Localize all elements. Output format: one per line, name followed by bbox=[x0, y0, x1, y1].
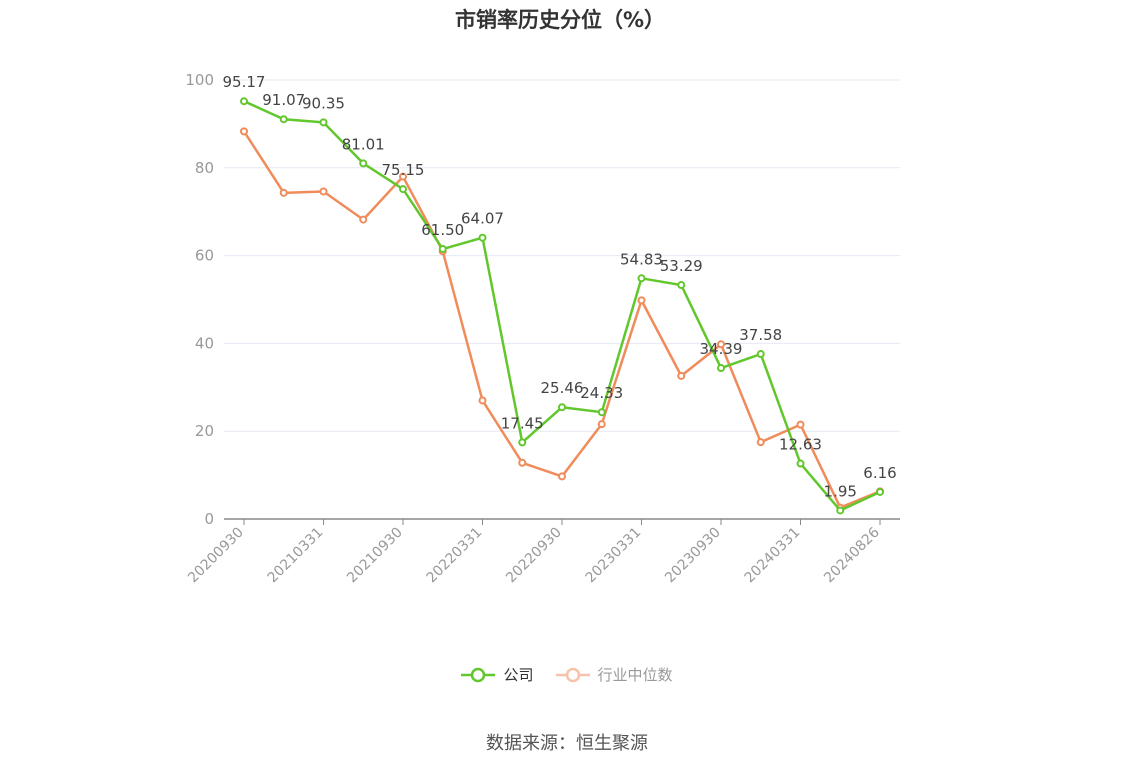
industry-data-point[interactable] bbox=[597, 420, 606, 429]
industry-data-point[interactable] bbox=[558, 472, 566, 481]
industry-data-point[interactable] bbox=[637, 296, 646, 305]
x-tick-label: 20240331 bbox=[742, 525, 804, 587]
company-data-point[interactable] bbox=[796, 459, 805, 468]
x-tick-label: 20240826 bbox=[821, 524, 883, 586]
x-tick-label: 20220930 bbox=[503, 525, 565, 587]
company-data-label: 12.63 bbox=[779, 436, 822, 454]
y-tick-label: 100 bbox=[185, 71, 214, 89]
company-data-point[interactable] bbox=[478, 233, 487, 242]
x-tick-label: 20220331 bbox=[424, 525, 486, 587]
y-tick-label: 20 bbox=[195, 422, 214, 440]
company-data-point[interactable] bbox=[399, 185, 407, 194]
company-data-point[interactable] bbox=[637, 274, 646, 283]
company-data-label: 6.16 bbox=[863, 464, 896, 482]
company-data-label: 54.83 bbox=[620, 250, 663, 268]
company-data-label: 64.07 bbox=[461, 210, 504, 228]
x-tick-label: 20230331 bbox=[583, 525, 645, 587]
company-data-point[interactable] bbox=[717, 364, 725, 373]
data-source: 数据来源：恒生聚源 bbox=[486, 733, 648, 754]
company-data-label: 34.39 bbox=[700, 340, 743, 358]
industry-data-point[interactable] bbox=[796, 420, 805, 429]
company-data-point[interactable] bbox=[359, 159, 368, 168]
company-data-label: 53.29 bbox=[660, 257, 703, 275]
company-data-point[interactable] bbox=[677, 281, 686, 290]
y-tick-label: 0 bbox=[204, 510, 214, 528]
series-layer bbox=[240, 97, 884, 515]
legend-industry-label: 行业中位数 bbox=[597, 666, 673, 684]
x-tick-label: 20210930 bbox=[344, 525, 406, 587]
industry-data-point[interactable] bbox=[359, 215, 368, 224]
company-data-label: 24.33 bbox=[580, 384, 623, 402]
y-tick-label: 60 bbox=[195, 247, 214, 265]
company-data-point[interactable] bbox=[279, 115, 288, 124]
legend-item-industry[interactable]: 行业中位数 bbox=[555, 664, 673, 685]
company-data-point[interactable] bbox=[518, 438, 527, 447]
company-data-point[interactable] bbox=[876, 487, 884, 496]
company-data-point[interactable] bbox=[836, 506, 845, 515]
legend-company-label: 公司 bbox=[503, 666, 534, 684]
company-data-label: 75.15 bbox=[382, 161, 425, 179]
legend-industry-marker-icon bbox=[555, 667, 590, 682]
legend: 公司 行业中位数 bbox=[0, 664, 1134, 685]
x-tick-label: 20230930 bbox=[662, 525, 724, 587]
industry-data-point[interactable] bbox=[279, 188, 288, 197]
x-tick-label: 20200930 bbox=[185, 525, 247, 587]
industry-data-point[interactable] bbox=[319, 187, 328, 196]
company-data-label: 37.58 bbox=[739, 326, 782, 344]
company-data-label: 90.35 bbox=[302, 94, 345, 112]
industry-data-point[interactable] bbox=[677, 371, 686, 380]
industry-data-point[interactable] bbox=[240, 127, 248, 136]
company-data-point[interactable] bbox=[558, 403, 566, 412]
company-data-label: 25.46 bbox=[541, 379, 584, 397]
industry-data-point[interactable] bbox=[399, 172, 407, 181]
y-tick-label: 80 bbox=[195, 159, 214, 177]
company-data-label: 61.50 bbox=[421, 221, 464, 239]
company-data-label: 17.45 bbox=[501, 414, 544, 432]
company-data-point[interactable] bbox=[438, 245, 447, 254]
company-data-label: 81.01 bbox=[342, 135, 385, 153]
company-data-point[interactable] bbox=[240, 97, 248, 106]
x-tick-label: 20210331 bbox=[265, 525, 327, 587]
company-data-label: 91.07 bbox=[262, 91, 305, 109]
legend-item-company[interactable]: 公司 bbox=[461, 664, 534, 685]
company-data-label: 1.95 bbox=[824, 482, 857, 500]
company-data-label: 95.17 bbox=[223, 73, 266, 91]
company-data-point[interactable] bbox=[597, 408, 606, 417]
industry-data-point[interactable] bbox=[717, 340, 725, 349]
industry-data-point[interactable] bbox=[478, 396, 487, 405]
industry-data-point[interactable] bbox=[518, 458, 527, 467]
legend-company-marker-icon bbox=[461, 667, 496, 682]
y-tick-label: 40 bbox=[195, 334, 214, 352]
company-data-point[interactable] bbox=[756, 350, 765, 359]
company-data-point[interactable] bbox=[319, 118, 328, 127]
chart-title: 市销率历史分位（%） bbox=[454, 8, 666, 32]
industry-data-point[interactable] bbox=[756, 438, 765, 447]
axis-layer: 0 20 40 60 80 100 20200930 20210331 20210930 2022… bbox=[185, 71, 900, 586]
